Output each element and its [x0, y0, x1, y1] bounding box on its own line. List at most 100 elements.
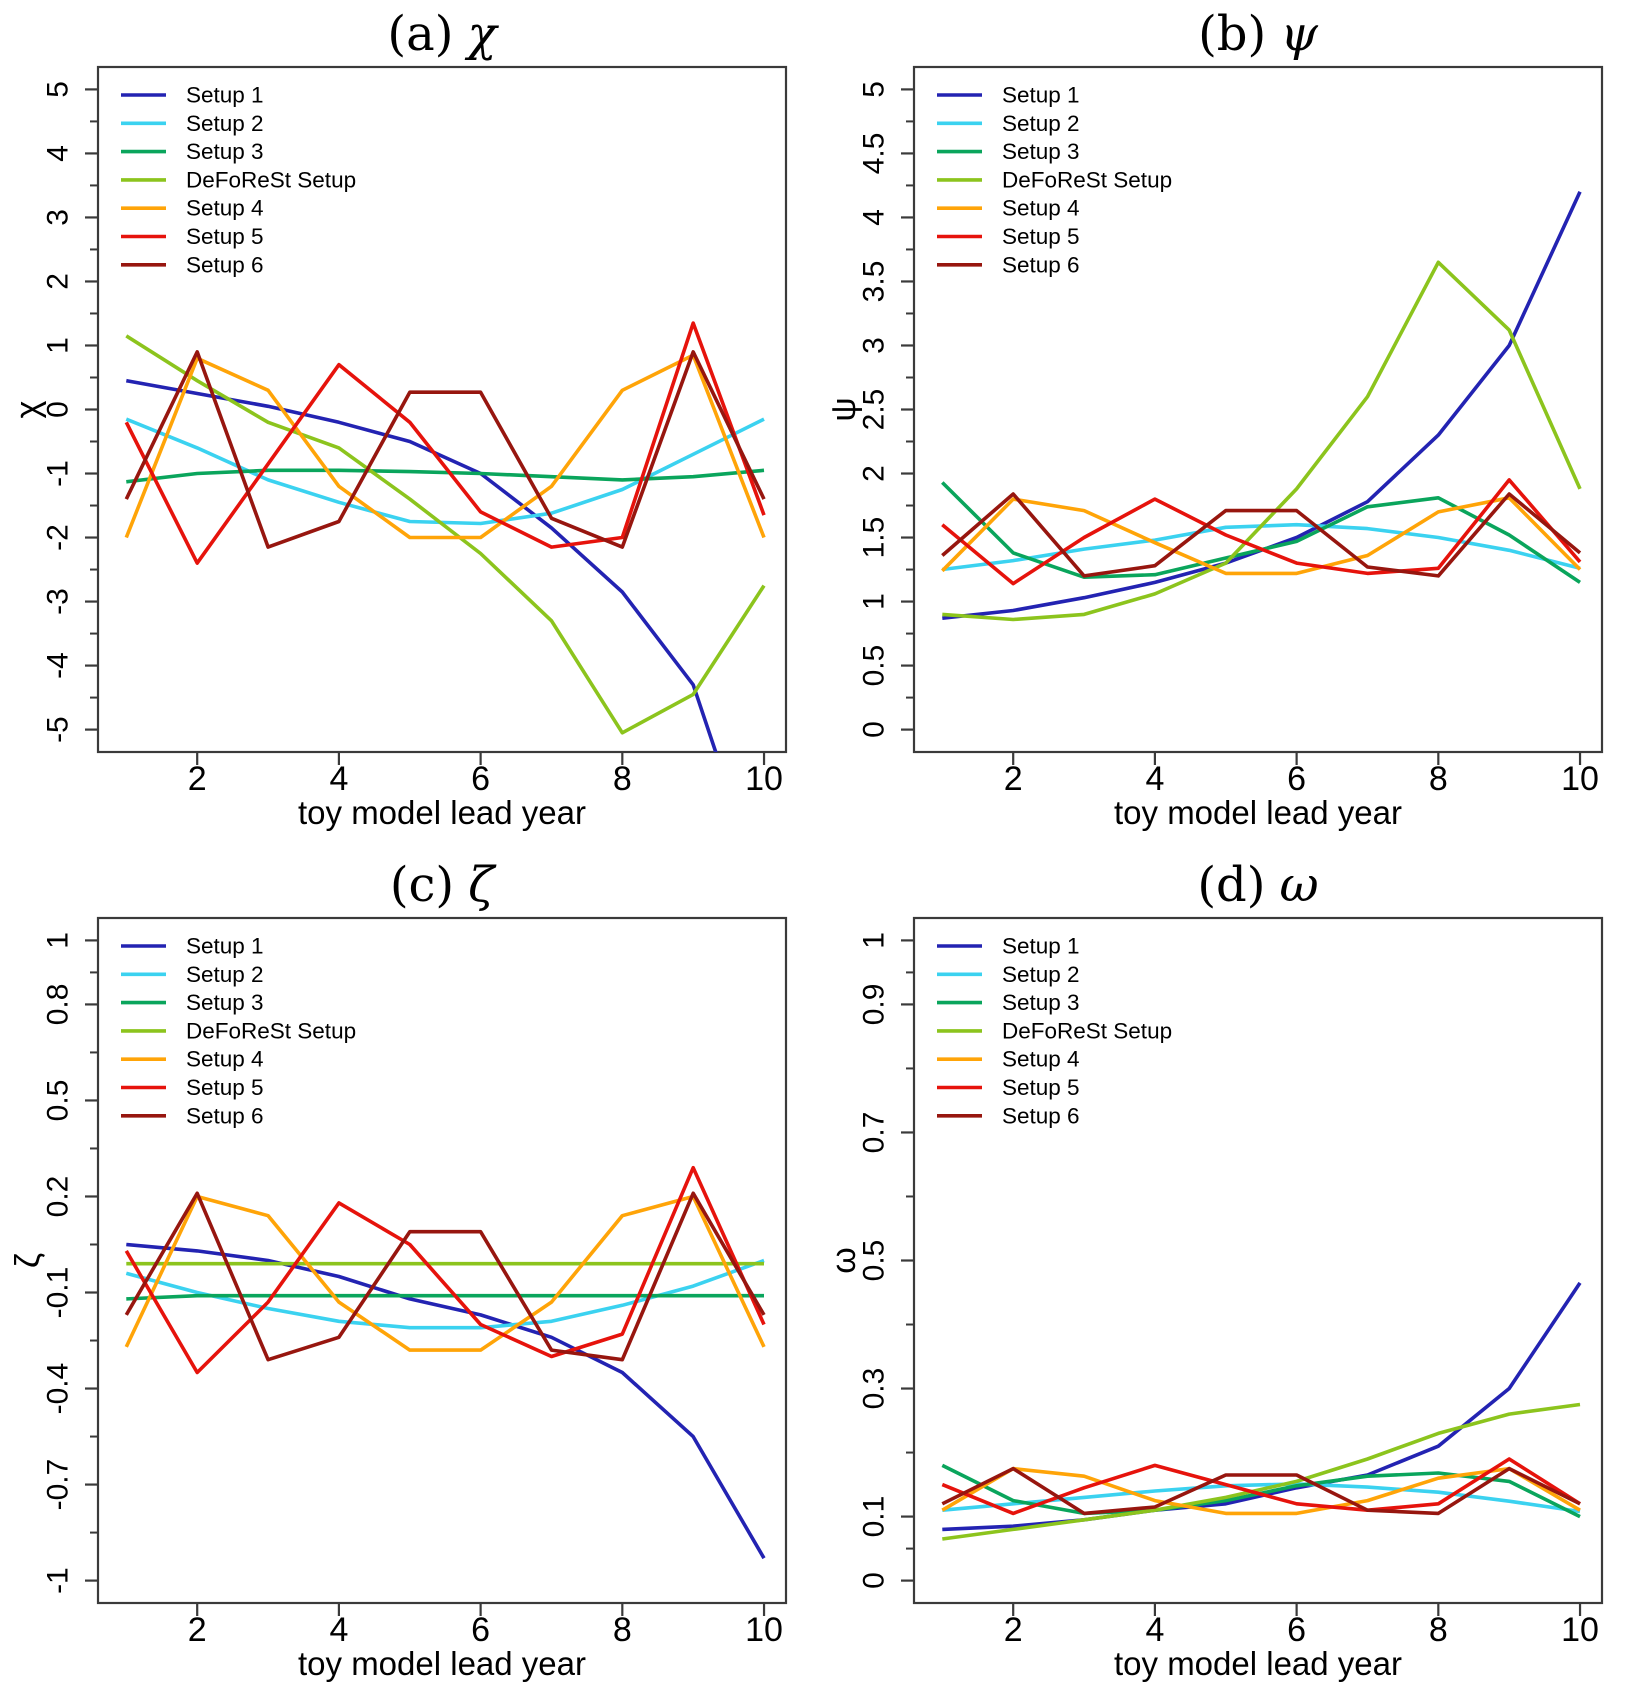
- panel-b-ytick-label: 1.5: [858, 517, 891, 559]
- panel-b-ytick-label: 4: [858, 209, 891, 226]
- panel-a-xtick-label: 8: [613, 760, 632, 798]
- panel-d-xtick-label: 6: [1287, 1611, 1306, 1649]
- panel-b-ytick-label: 2.5: [858, 389, 891, 431]
- series-line-setup5: [941, 478, 1582, 586]
- series-line-setup6: [124, 350, 766, 549]
- panel-b-xtick-label: 10: [1561, 760, 1599, 798]
- panel-a-ytick-label: -5: [42, 716, 75, 743]
- panel-b-ylabel: ψ: [825, 397, 863, 421]
- legend-label-setup3: Setup 3: [1002, 139, 1080, 164]
- panel-a-ytick-label: -1: [42, 460, 75, 487]
- panel-d-ytick-label: 0.7: [858, 1112, 891, 1154]
- series-line-setup6: [124, 1191, 766, 1362]
- panel-title-symbol: χ: [464, 6, 499, 62]
- legend-label-deforest: DeFoReSt Setup: [1002, 167, 1172, 192]
- panel-title-prefix: (d): [1197, 857, 1265, 913]
- panel-c-xtick-label: 2: [188, 1611, 207, 1649]
- legend-label-setup4: Setup 4: [1002, 196, 1080, 221]
- series-line-setup2: [125, 417, 765, 526]
- panel-a-xtick-label: 6: [471, 760, 490, 798]
- panel-c-ytick-label: -0.1: [42, 1267, 75, 1319]
- panel-a-ylabel: χ: [9, 400, 47, 418]
- panel-c-xtick-label: 6: [471, 1611, 490, 1649]
- panel-a: 5 4 3 2 1 0 -1 -2 -3 -4 -5 2 4 6 8 10 Setup 1 Setup 2 Setu…: [0, 0, 816, 851]
- panel-a-xtick-label: 4: [329, 760, 348, 798]
- legend-label-setup1: Setup 1: [1002, 934, 1080, 959]
- legend-label-setup4: Setup 4: [1002, 1047, 1080, 1072]
- series-line-setup6: [941, 492, 1582, 578]
- panel-b-ytick-label: 0: [858, 721, 891, 738]
- panel-b-ytick-label: 3: [858, 337, 891, 354]
- panel-b-ytick-label: 3.5: [858, 261, 891, 303]
- panel-c-xtick-label: 4: [329, 1611, 348, 1649]
- panel-a-xtick-label: 10: [745, 760, 783, 798]
- panel-a-ytick-label: 1: [42, 337, 75, 354]
- panel-c-xlabel: toy model lead year: [298, 1645, 586, 1682]
- panel-c: 1 0.8 0.5 0.2 -0.1 -0.4 -0.7 -1 2 4 6 8 10 Setup 1 Set…: [0, 851, 816, 1702]
- panel-title-symbol: ζ: [468, 857, 497, 913]
- panel-b-ytick-label: 0.5: [858, 645, 891, 687]
- panel-a-ytick-label: -3: [42, 588, 75, 615]
- legend-label-setup6: Setup 6: [1002, 252, 1080, 277]
- panel-b-xtick-label: 4: [1145, 760, 1164, 798]
- panel-b-xtick-label: 8: [1429, 760, 1448, 798]
- panel-c-ytick-label: 0.5: [42, 1080, 75, 1122]
- panel-c-ylabel: ζ: [9, 1253, 47, 1268]
- panel-c-plot: 1 0.8 0.5 0.2 -0.1 -0.4 -0.7 -1 2 4 6 8 10 Setup 1 Set…: [9, 857, 788, 1682]
- panel-b-xtick-label: 2: [1004, 760, 1023, 798]
- panel-a-ytick-label: -2: [42, 524, 75, 551]
- series-line-setup3: [126, 468, 765, 484]
- panel-title-symbol: ω: [1280, 857, 1319, 913]
- panel-b-ytick-label: 1: [858, 593, 891, 610]
- series-line-setup6: [941, 1466, 1581, 1516]
- panel-b-xlabel: toy model lead year: [1114, 794, 1402, 831]
- panel-c-ytick-label: -0.4: [42, 1363, 75, 1415]
- panel-c-ytick-label: 0.2: [42, 1176, 75, 1218]
- panel-b-xtick-label: 6: [1287, 760, 1306, 798]
- legend-label-setup1: Setup 1: [186, 934, 264, 959]
- series-line-setup1: [126, 1242, 766, 1560]
- panel-b-title: (b) ψ: [1198, 6, 1319, 62]
- legend-label-setup6: Setup 6: [186, 1103, 264, 1128]
- panel-c-xtick-label: 10: [745, 1611, 783, 1649]
- series-line-setup4: [941, 1466, 1581, 1516]
- legend-label-setup6: Setup 6: [186, 252, 264, 277]
- panel-c-ytick-label: -0.7: [42, 1459, 75, 1511]
- panel-d-ytick-label: 0.3: [858, 1368, 891, 1410]
- panel-c-xtick-label: 8: [613, 1611, 632, 1649]
- series-line-setup5: [124, 321, 766, 565]
- panel-d: 1 0.9 0.7 0.5 0.3 0.1 0 2 4 6 8 10 Setup 1 Setup 2 Set…: [816, 851, 1632, 1702]
- panel-c-ytick-label: 1: [42, 932, 75, 949]
- series-line-deforest: [942, 260, 1582, 622]
- panel-d-xtick-label: 8: [1429, 1611, 1448, 1649]
- panel-d-ytick-label: 0.5: [858, 1240, 891, 1282]
- legend-label-setup3: Setup 3: [186, 139, 264, 164]
- panel-b: 5 4.5 4 3.5 3 2.5 2 1.5 1 0.5 0 2 4 6 8 10 Setup 1 Setup …: [816, 0, 1632, 851]
- series-line-deforest: [942, 1402, 1581, 1541]
- panel-a-ytick-label: 2: [42, 273, 75, 290]
- panel-d-xlabel: toy model lead year: [1114, 1645, 1402, 1682]
- panel-d-ytick-label: 0.1: [858, 1496, 891, 1538]
- legend-label-setup3: Setup 3: [186, 990, 264, 1015]
- legend-label-setup4: Setup 4: [186, 196, 264, 221]
- panel-title-prefix: (c): [390, 857, 454, 913]
- legend-label-setup4: Setup 4: [186, 1047, 264, 1072]
- series-line-setup4: [124, 1194, 766, 1352]
- panel-c-ytick-label: -1: [42, 1567, 75, 1594]
- panel-b-plot: 5 4.5 4 3.5 3 2.5 2 1.5 1 0.5 0 2 4 6 8 10 Setup 1 Setup …: [825, 6, 1604, 831]
- legend-label-deforest: DeFoReSt Setup: [1002, 1018, 1172, 1043]
- series-line-setup5: [124, 1165, 766, 1375]
- panel-d-ytick-label: 1: [858, 932, 891, 949]
- legend-label-setup2: Setup 2: [1002, 962, 1080, 987]
- panel-a-title: (a) χ: [387, 6, 499, 62]
- series-line-setup5: [941, 1457, 1581, 1516]
- legend-label-setup5: Setup 5: [186, 224, 264, 249]
- panel-d-xtick-label: 2: [1004, 1611, 1023, 1649]
- panel-a-ytick-label: -4: [42, 652, 75, 679]
- panel-c-ytick-label: 0.8: [42, 984, 75, 1026]
- panel-d-title: (d) ω: [1197, 857, 1318, 913]
- panel-d-ytick-label: 0: [858, 1572, 891, 1589]
- series-line-setup1: [125, 378, 718, 752]
- legend-label-setup2: Setup 2: [186, 111, 264, 136]
- panel-title-prefix: (a): [387, 6, 453, 62]
